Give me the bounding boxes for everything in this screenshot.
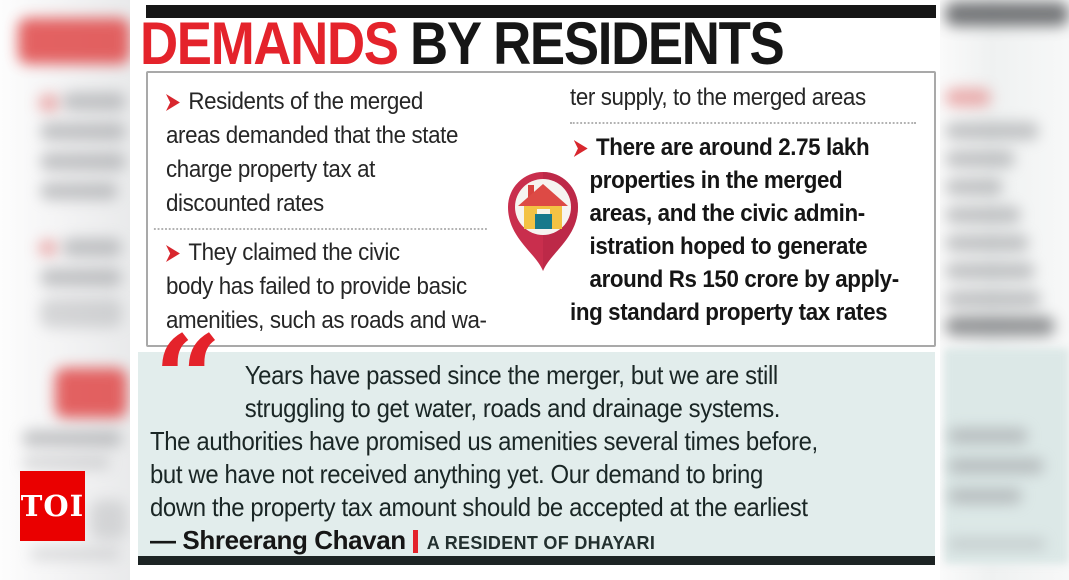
blur-blob — [90, 500, 126, 540]
quote-line: The authorities have promised us ameniti… — [150, 426, 818, 456]
blur-blob — [945, 316, 1055, 336]
bullet-line: properties in the merged — [589, 167, 843, 194]
blur-blob — [62, 92, 126, 111]
bullet-point-1: Residents of the merged areas demanded t… — [166, 85, 543, 221]
house-chimney — [528, 185, 534, 198]
quote-line: Years have passed since the merger, but … — [244, 360, 778, 390]
bullet-line: areas, and the civic admin- — [589, 200, 866, 227]
blur-blob — [18, 18, 130, 64]
headline-accent: DEMANDS — [140, 10, 399, 77]
headline: DEMANDS BY RESIDENTS — [140, 14, 785, 74]
location-pin-house-icon — [508, 172, 578, 271]
blur-blob — [945, 2, 1069, 26]
blur-blob — [40, 182, 118, 200]
arrow-bullet-icon — [573, 140, 588, 157]
quote-line: but we have not received anything yet. O… — [150, 459, 763, 489]
bullet-line: They claimed the civic — [188, 239, 400, 266]
bullet-point-2-continued: ter supply, to the merged areas — [570, 81, 940, 114]
bullet-line: body has failed to provide basic — [166, 273, 467, 300]
bullet-line: ter supply, to the merged areas — [570, 84, 866, 111]
toi-logo: TOI — [20, 471, 85, 541]
blur-blob — [945, 178, 1003, 196]
blurred-backdrop-right — [940, 0, 1069, 580]
bullet-point-2: They claimed the civic body has failed t… — [166, 236, 543, 338]
bullet-line: around Rs 150 crore by apply- — [589, 266, 900, 293]
quote-mark-icon: “ — [154, 309, 222, 448]
top-rule — [146, 5, 936, 18]
house-door — [535, 214, 552, 229]
blur-blob — [948, 428, 1028, 444]
attribution-name: — Shreerang Chavan — [150, 525, 406, 555]
blur-blob — [40, 152, 126, 171]
bullet-line: Residents of the merged — [188, 88, 423, 115]
headline-rest: BY RESIDENTS — [410, 10, 785, 77]
blur-blob — [945, 150, 1015, 168]
infographic-card: DEMANDS BY RESIDENTS Residents of the mer… — [130, 0, 940, 580]
blur-blob — [62, 238, 122, 257]
bullet-line: amenities, such as roads and wa- — [166, 307, 487, 334]
blur-blob — [945, 88, 991, 107]
blur-blob — [55, 368, 127, 418]
house-window — [537, 209, 550, 214]
bullet-line: areas demanded that the state — [166, 122, 458, 149]
blur-blob — [30, 548, 120, 560]
attribution-divider — [412, 530, 418, 553]
quote-panel: “ Years have passed since the merger, bu… — [138, 320, 935, 565]
quote-line: down the property tax amount should be a… — [150, 492, 808, 522]
blur-blob — [945, 234, 1029, 252]
house-roof — [518, 184, 568, 206]
attribution-role: A RESIDENT OF DHAYARI — [426, 533, 656, 553]
right-column: ter supply, to the merged areas There ar… — [570, 81, 940, 329]
blur-blob — [945, 290, 1041, 308]
blur-blob — [40, 298, 122, 328]
bullet-line: There are around 2.75 lakh — [596, 134, 870, 161]
blur-blob — [22, 456, 110, 469]
quote-text: Years have passed since the merger, but … — [150, 359, 876, 524]
bullet-line: istration hoped to generate — [589, 233, 868, 260]
bullet-point-3: There are around 2.75 lakh properties in… — [570, 131, 940, 329]
blur-blob — [40, 122, 126, 141]
toi-logo-text: TOI — [20, 489, 85, 523]
blur-blob — [948, 538, 1046, 550]
arrow-bullet-icon — [166, 245, 180, 262]
blur-blob — [38, 240, 58, 256]
blur-blob — [945, 122, 1039, 140]
arrow-bullet-icon — [166, 94, 180, 111]
blur-blob — [948, 458, 1044, 474]
bullet-line: ing standard property tax rates — [570, 299, 888, 326]
bullet-line: discounted rates — [166, 190, 324, 217]
blur-blob — [948, 488, 1022, 504]
quote-attribution: — Shreerang Chavan A RESIDENT OF DHAYARI — [150, 525, 655, 556]
blur-blob — [945, 262, 1035, 280]
blur-blob — [38, 94, 60, 112]
bullet-points-panel: Residents of the merged areas demanded t… — [146, 71, 936, 347]
dotted-divider — [153, 228, 487, 230]
blur-blob — [40, 268, 122, 287]
blur-blob — [945, 206, 1021, 224]
quote-line: struggling to get water, roads and drain… — [244, 393, 781, 423]
dotted-divider — [570, 122, 916, 124]
left-column: Residents of the merged areas demanded t… — [153, 85, 543, 338]
bullet-line: charge property tax at — [166, 156, 375, 183]
blur-blob — [22, 430, 122, 447]
blur-blob — [944, 348, 1069, 564]
